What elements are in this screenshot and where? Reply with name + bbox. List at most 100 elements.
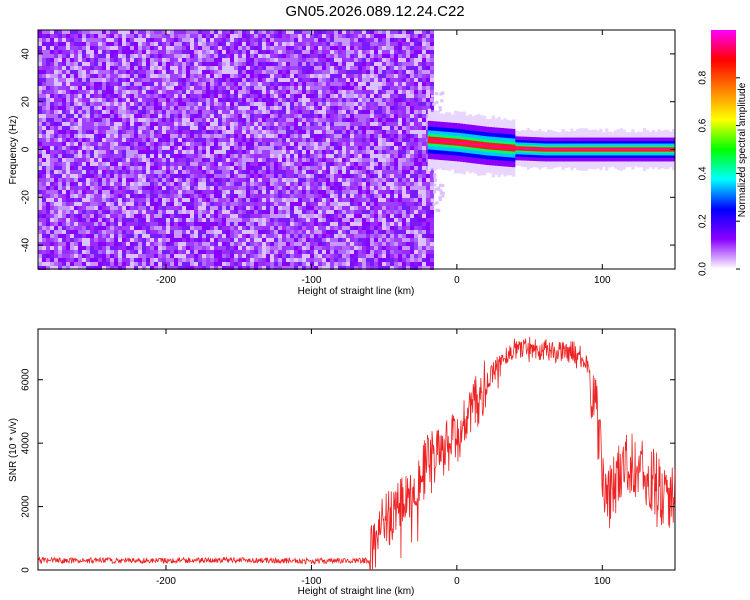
- heatmap-cell: [78, 230, 82, 234]
- heatmap-cell: [198, 154, 202, 158]
- heatmap-cell: [226, 166, 230, 170]
- heatmap-cell: [346, 218, 350, 222]
- heatmap-cell: [86, 142, 90, 146]
- heatmap-cell: [86, 202, 90, 206]
- heatmap-cell: [322, 226, 326, 230]
- heatmap-cell: [282, 198, 286, 202]
- heatmap-cell: [278, 106, 282, 110]
- heatmap-cell: [366, 106, 370, 110]
- heatmap-cell: [354, 38, 358, 42]
- heatmap-cell: [138, 54, 142, 58]
- heatmap-cell: [90, 186, 94, 190]
- heatmap-cell: [110, 266, 114, 270]
- heatmap-cell: [306, 118, 310, 122]
- heatmap-cell: [202, 194, 206, 198]
- heatmap-cell: [210, 86, 214, 90]
- heatmap-cell: [162, 166, 166, 170]
- heatmap-cell: [86, 66, 90, 70]
- heatmap-cell: [202, 90, 206, 94]
- heatmap-cell: [190, 130, 194, 134]
- heatmap-cell: [118, 126, 122, 130]
- heatmap-cell: [322, 242, 326, 246]
- heatmap-cell: [146, 242, 150, 246]
- heatmap-cell: [178, 58, 182, 62]
- heatmap-cell: [50, 30, 54, 34]
- heatmap-cell: [262, 218, 266, 222]
- heatmap-cell: [198, 66, 202, 70]
- heatmap-cell: [278, 122, 282, 126]
- heatmap-cell: [306, 146, 310, 150]
- heatmap-cell: [146, 82, 150, 86]
- heatmap-cell: [330, 234, 334, 238]
- heatmap-cell: [194, 42, 198, 46]
- heatmap-cell: [154, 174, 158, 178]
- heatmap-cell: [150, 118, 154, 122]
- heatmap-cell: [270, 146, 274, 150]
- heatmap-cell: [258, 110, 262, 114]
- heatmap-cell: [286, 102, 290, 106]
- heatmap-cell: [318, 58, 322, 62]
- heatmap-cell: [218, 118, 222, 122]
- heatmap-cell: [54, 82, 58, 86]
- heatmap-cell: [290, 110, 294, 114]
- heatmap-cell: [326, 130, 330, 134]
- heatmap-cell: [38, 54, 42, 58]
- heatmap-cell: [50, 82, 54, 86]
- heatmap-cell: [330, 90, 334, 94]
- heatmap-cell: [126, 186, 130, 190]
- heatmap-cell: [134, 42, 138, 46]
- heatmap-cell: [150, 262, 154, 266]
- heatmap-cell: [246, 38, 250, 42]
- heatmap-cell: [310, 146, 314, 150]
- heatmap-cell: [114, 50, 118, 54]
- heatmap-cell: [106, 266, 110, 270]
- heatmap-cell: [170, 210, 174, 214]
- heatmap-cell: [214, 90, 218, 94]
- heatmap-cell: [218, 134, 222, 138]
- heatmap-cell: [202, 66, 206, 70]
- heatmap-cell: [118, 86, 122, 90]
- heatmap-cell: [162, 110, 166, 114]
- heatmap-cell: [150, 142, 154, 146]
- heatmap-cell: [354, 94, 358, 98]
- heatmap-cell: [62, 238, 66, 242]
- heatmap-cell: [278, 130, 282, 134]
- heatmap-cell: [250, 254, 254, 258]
- heatmap-cell: [250, 162, 254, 166]
- heatmap-cell: [150, 30, 154, 34]
- heatmap-cell: [342, 58, 346, 62]
- heatmap-cell: [58, 134, 62, 138]
- heatmap-cell: [230, 30, 234, 34]
- heatmap-cell: [358, 246, 362, 250]
- heatmap-cell: [174, 126, 178, 130]
- heatmap-cell: [238, 42, 242, 46]
- heatmap-cell: [142, 46, 146, 50]
- heatmap-cell: [190, 262, 194, 266]
- heatmap-cell: [50, 214, 54, 218]
- heatmap-cell: [270, 218, 274, 222]
- heatmap-cell: [134, 102, 138, 106]
- heatmap-cell: [262, 130, 266, 134]
- heatmap-cell: [150, 62, 154, 66]
- heatmap-cell: [190, 266, 194, 270]
- heatmap-cell: [350, 82, 354, 86]
- heatmap-cell: [350, 62, 354, 66]
- heatmap-cell: [318, 162, 322, 166]
- heatmap-cell: [322, 170, 326, 174]
- heatmap-cell: [354, 262, 358, 266]
- heatmap-cell: [170, 250, 174, 254]
- heatmap-cell: [214, 178, 218, 182]
- heatmap-cell: [318, 106, 322, 110]
- heatmap-cell: [210, 258, 214, 262]
- heatmap-cell: [262, 54, 266, 58]
- heatmap-cell: [310, 206, 314, 210]
- heatmap-cell: [210, 254, 214, 258]
- heatmap-cell: [274, 58, 278, 62]
- heatmap-cell: [130, 198, 134, 202]
- heatmap-cell: [38, 258, 42, 262]
- heatmap-cell: [310, 210, 314, 214]
- heatmap-cell: [62, 102, 66, 106]
- heatmap-cell: [82, 134, 86, 138]
- heatmap-cell: [102, 202, 106, 206]
- heatmap-cell: [326, 170, 330, 174]
